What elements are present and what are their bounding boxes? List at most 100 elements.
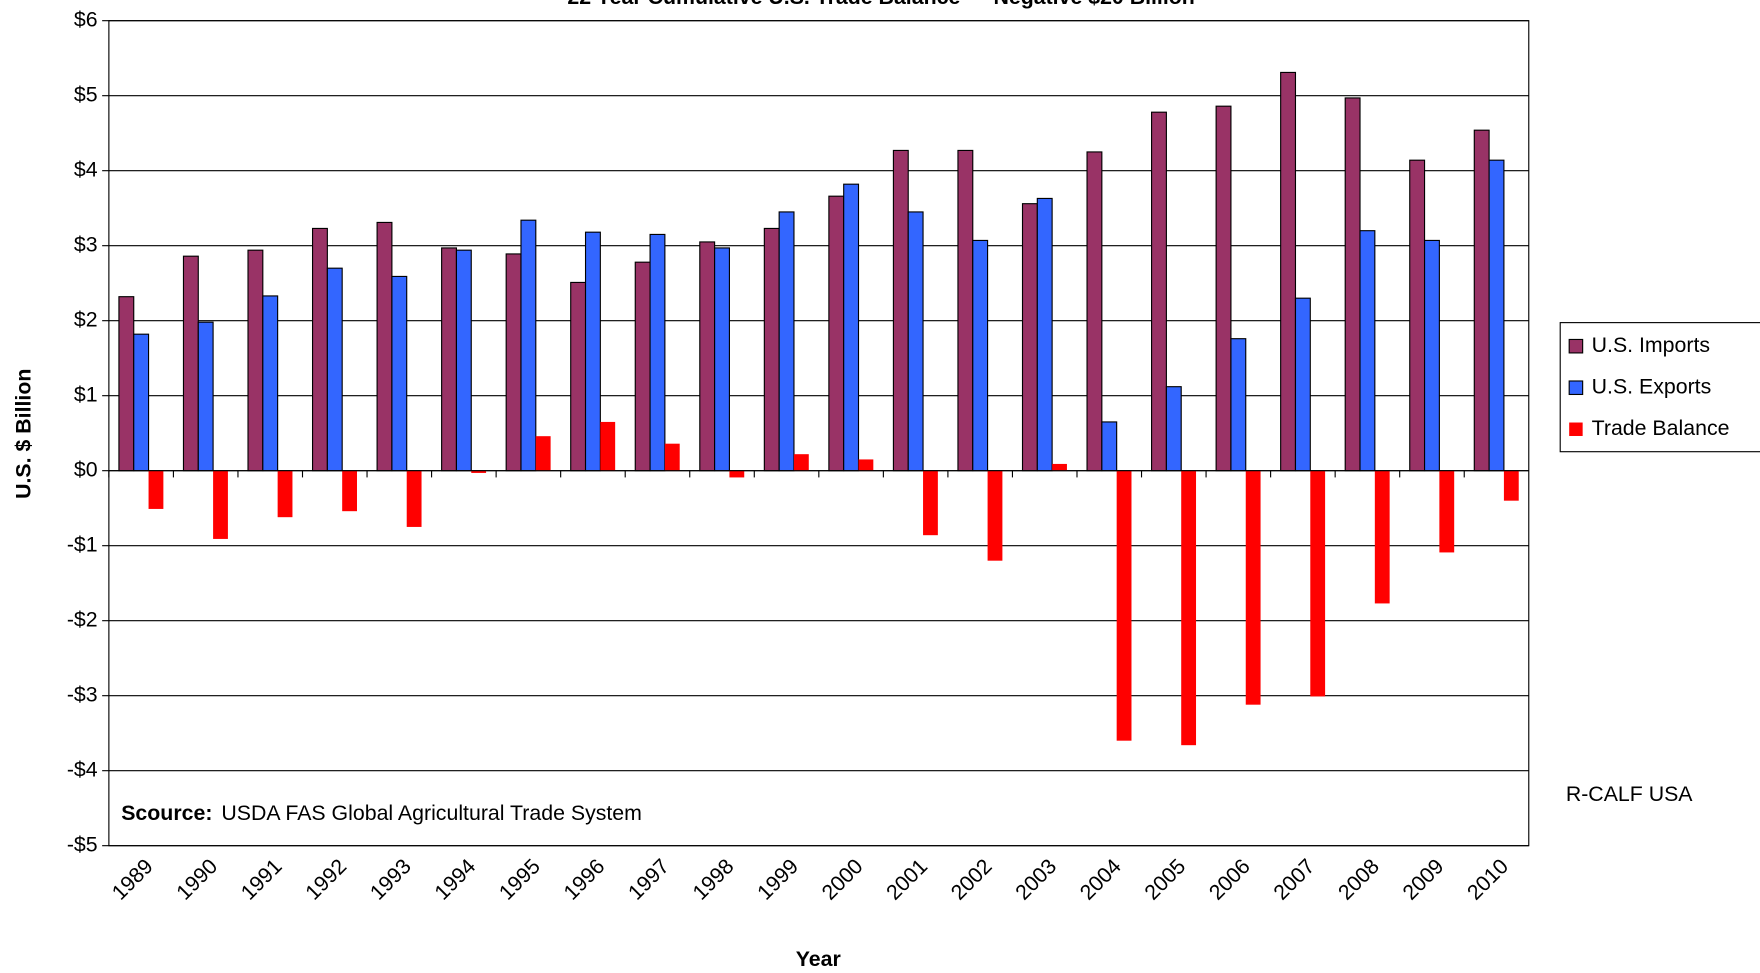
bar	[907, 211, 924, 472]
bar	[455, 249, 472, 472]
bar	[148, 470, 164, 509]
bar	[535, 436, 551, 471]
x-tick-label: 1992	[301, 854, 352, 905]
bar	[793, 454, 809, 471]
bar	[182, 255, 199, 472]
bar	[326, 267, 343, 472]
y-tick-label: -$2	[67, 607, 98, 631]
bar	[213, 470, 228, 539]
bar	[649, 233, 666, 472]
bar	[923, 470, 938, 536]
x-tick-label: 2002	[946, 854, 997, 905]
bar	[1488, 159, 1505, 472]
bar	[1165, 386, 1182, 472]
x-tick-label: 1997	[623, 854, 674, 905]
bar	[1086, 151, 1103, 472]
bar	[892, 149, 909, 472]
bar	[664, 443, 680, 471]
legend-swatch	[1568, 380, 1584, 396]
bar	[133, 333, 150, 472]
bar	[634, 261, 651, 472]
bar	[828, 195, 845, 472]
bar	[778, 211, 795, 472]
source: Scource: USDA FAS Global Agricultural Tra…	[121, 801, 642, 825]
bar	[277, 470, 293, 518]
legend-swatch	[1568, 338, 1584, 354]
bar	[311, 227, 328, 472]
x-tick-label: 1998	[688, 854, 739, 905]
bar	[391, 275, 408, 472]
bar	[763, 227, 780, 472]
bar	[1230, 338, 1247, 472]
x-tick-label: 2010	[1462, 854, 1513, 905]
bar	[1151, 111, 1167, 472]
bar	[729, 470, 745, 478]
bar	[1359, 230, 1376, 472]
bar	[858, 459, 874, 471]
y-tick-label: -$1	[67, 532, 98, 556]
x-tick-label: 1991	[236, 854, 287, 905]
bar	[1052, 463, 1067, 471]
x-tick-label: 1995	[494, 854, 545, 905]
legend-label: Trade Balance	[1592, 416, 1730, 440]
y-axis-title: U.S. $ Billion	[11, 369, 35, 499]
legend: U.S. Imports U.S. Exports Trade Balance	[1568, 333, 1730, 440]
x-tick-label: 1996	[559, 854, 610, 905]
x-tick-label: 1989	[107, 854, 158, 905]
y-tick-label: -$5	[67, 832, 98, 856]
bar	[987, 470, 1003, 561]
y-tick-label: $4	[74, 157, 98, 181]
x-tick-label: 2001	[882, 854, 933, 905]
x-tick-label: 2004	[1075, 854, 1126, 905]
legend-label: U.S. Exports	[1592, 374, 1712, 398]
bar	[441, 247, 458, 472]
bar	[406, 470, 422, 527]
x-tick-label: 2008	[1333, 854, 1384, 905]
x-tick-label: 2000	[817, 854, 868, 905]
bar	[972, 239, 989, 472]
bar	[1473, 129, 1490, 472]
legend-label: U.S. Imports	[1592, 333, 1710, 357]
bar	[1280, 71, 1297, 472]
legend-box	[1559, 322, 1760, 453]
bar	[1215, 105, 1232, 472]
bar	[342, 470, 357, 512]
plot: -$5 -$4 -$3 -$2 -$1 $0 $1 $2 $3 $4 $5 $6 1989 1990 199…	[67, 7, 1530, 905]
bar	[247, 249, 264, 472]
x-tick-label: 2007	[1269, 854, 1320, 905]
x-tick-label: 1993	[365, 854, 416, 905]
x-tick-label: 2009	[1398, 854, 1449, 905]
bar	[520, 219, 537, 472]
y-tick-label: $0	[74, 457, 98, 481]
y-tick-label: -$4	[67, 757, 98, 781]
y-tick-label: $3	[74, 232, 98, 256]
x-tick-label: 1994	[430, 854, 481, 905]
bar	[505, 253, 522, 472]
x-tick-label: 1990	[172, 854, 223, 905]
bar	[1294, 297, 1311, 472]
bar	[1503, 470, 1519, 501]
bar	[1374, 470, 1390, 604]
bar	[1021, 203, 1038, 472]
source-label: Scource:	[121, 801, 212, 825]
bar	[1036, 197, 1053, 472]
bar	[376, 221, 393, 472]
bar	[118, 296, 135, 472]
bar	[714, 247, 730, 472]
x-tick-label: 2005	[1140, 854, 1191, 905]
bar	[584, 231, 601, 472]
bar	[1101, 421, 1118, 472]
bar	[843, 183, 860, 472]
y-tick-label: -$3	[67, 682, 98, 706]
bar	[1423, 239, 1440, 472]
y-tick-label: $6	[74, 7, 98, 31]
bar	[1344, 97, 1361, 472]
bar	[1409, 159, 1426, 472]
bar	[1181, 470, 1197, 746]
bar	[197, 321, 214, 472]
bar	[1116, 470, 1132, 741]
bar	[699, 241, 716, 472]
bar	[1439, 470, 1455, 553]
